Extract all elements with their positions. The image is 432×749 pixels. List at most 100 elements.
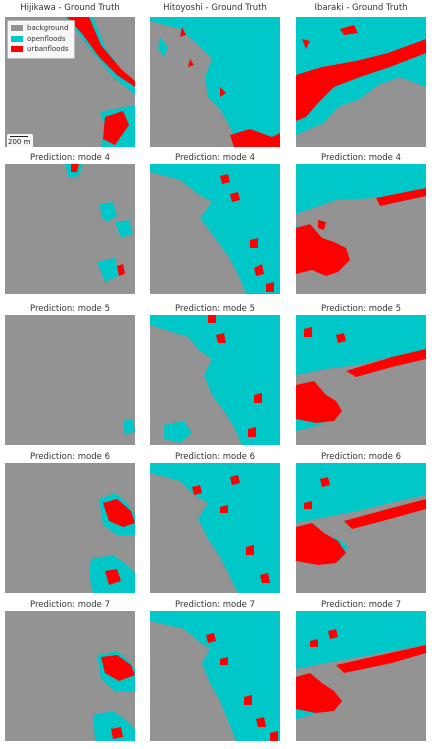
legend-item: openfloods <box>11 34 71 45</box>
column-title: Hijikawa - Ground Truth <box>20 3 120 13</box>
urbanfloods-region <box>105 569 121 585</box>
panel-title: Prediction: mode 7 <box>174 600 255 610</box>
urbanfloods-region <box>248 427 256 437</box>
scale-bar-label: 200 m <box>8 138 31 146</box>
urbanfloods-region <box>230 475 240 485</box>
urbanfloods-region <box>270 731 278 741</box>
legend-label: background <box>27 24 69 33</box>
panel-title: Prediction: mode 5 <box>174 304 255 314</box>
openfloods-region <box>296 315 426 375</box>
flood-map-panel <box>150 315 280 445</box>
legend-item: urbanfloods <box>11 44 71 55</box>
panel-title: Prediction: mode 7 <box>29 600 110 610</box>
panel-title: Prediction: mode 7 <box>320 600 401 610</box>
openfloods-region <box>296 463 426 523</box>
urbanfloods-region <box>318 220 326 230</box>
legend-swatch-openfloods <box>11 35 23 42</box>
urbanfloods-region <box>103 499 135 527</box>
openfloods-region <box>150 17 280 147</box>
panel-title: Prediction: mode 6 <box>29 452 110 462</box>
urbanfloods-region <box>188 59 194 67</box>
urbanfloods-region <box>376 188 426 206</box>
flood-map-panel <box>150 611 280 741</box>
urbanfloods-region <box>254 264 264 276</box>
legend-swatch-background <box>11 25 23 32</box>
flood-map-panel <box>5 164 135 294</box>
urbanfloods-region <box>230 129 280 147</box>
urbanfloods-region <box>296 673 342 713</box>
urbanfloods-region <box>260 573 270 583</box>
background-region <box>5 315 135 445</box>
flood-map-panel <box>5 611 135 741</box>
openfloods-region <box>164 421 192 443</box>
legend-swatch-urbanfloods <box>11 46 23 53</box>
urbanfloods-region <box>320 477 330 487</box>
urbanfloods-region <box>117 264 125 276</box>
panel-title: Prediction: mode 4 <box>174 153 255 163</box>
urbanfloods-region <box>101 655 135 681</box>
urbanfloods-region <box>208 315 216 323</box>
urbanfloods-region <box>266 282 274 292</box>
flood-map-panel <box>296 463 426 593</box>
openfloods-region <box>115 220 133 238</box>
flood-map-panel <box>296 164 426 294</box>
panel-title: Prediction: mode 6 <box>174 452 255 462</box>
openfloods-region <box>158 37 168 57</box>
legend-label: urbanfloods <box>27 45 69 54</box>
urbanfloods-region <box>216 333 226 343</box>
flood-map-panel <box>296 17 426 147</box>
urbanfloods-region <box>344 499 426 529</box>
urbanfloods-region <box>296 224 350 276</box>
urbanfloods-region <box>71 164 79 172</box>
urbanfloods-region <box>67 17 135 87</box>
urbanfloods-region <box>302 39 310 49</box>
urbanfloods-region <box>346 349 426 377</box>
flood-map-panel <box>150 164 280 294</box>
urbanfloods-region <box>230 192 240 202</box>
openfloods-region <box>93 711 135 741</box>
urbanfloods-region <box>304 327 312 337</box>
urbanfloods-region <box>103 111 129 145</box>
panel-title: Prediction: mode 6 <box>320 452 401 462</box>
urbanfloods-region <box>192 485 202 495</box>
urbanfloods-region <box>336 333 346 343</box>
scale-bar: 200 m <box>7 134 33 148</box>
urbanfloods-region <box>220 87 226 97</box>
panel-title: Prediction: mode 4 <box>320 153 401 163</box>
urbanfloods-region <box>254 393 262 403</box>
openfloods-region <box>296 611 426 669</box>
flood-map-panel <box>296 611 426 741</box>
openfloods-region <box>150 611 280 741</box>
openfloods-region <box>100 202 117 222</box>
flood-map-panel <box>5 315 135 445</box>
urbanfloods-region <box>256 717 266 727</box>
urbanfloods-region <box>111 727 123 739</box>
flood-map-panel <box>5 463 135 593</box>
column-title: Hitoyoshi - Ground Truth <box>163 3 267 13</box>
column-title: Ibaraki - Ground Truth <box>314 3 408 13</box>
flood-map-panel <box>150 17 280 147</box>
openfloods-region <box>150 463 280 593</box>
urbanfloods-region <box>220 174 230 184</box>
openfloods-region <box>150 315 280 445</box>
urbanfloods-region <box>340 25 358 35</box>
flood-map-panel <box>296 315 426 445</box>
urbanfloods-region <box>250 238 258 248</box>
panel-title: Prediction: mode 5 <box>320 304 401 314</box>
urbanfloods-region <box>296 39 426 121</box>
flood-map-panel <box>150 463 280 593</box>
legend-item: background <box>11 23 71 34</box>
urbanfloods-region <box>206 633 216 643</box>
openfloods-region <box>296 164 426 214</box>
urbanfloods-region <box>244 695 252 705</box>
urbanfloods-region <box>180 27 186 37</box>
urbanfloods-region <box>310 639 318 647</box>
scale-bar-line <box>10 136 28 137</box>
openfloods-region <box>97 258 119 282</box>
legend: background openfloods urbanfloods <box>7 20 75 59</box>
urbanfloods-region <box>246 545 254 555</box>
panel-title: Prediction: mode 4 <box>29 153 110 163</box>
urbanfloods-region <box>220 657 228 665</box>
urbanfloods-region <box>220 505 228 513</box>
